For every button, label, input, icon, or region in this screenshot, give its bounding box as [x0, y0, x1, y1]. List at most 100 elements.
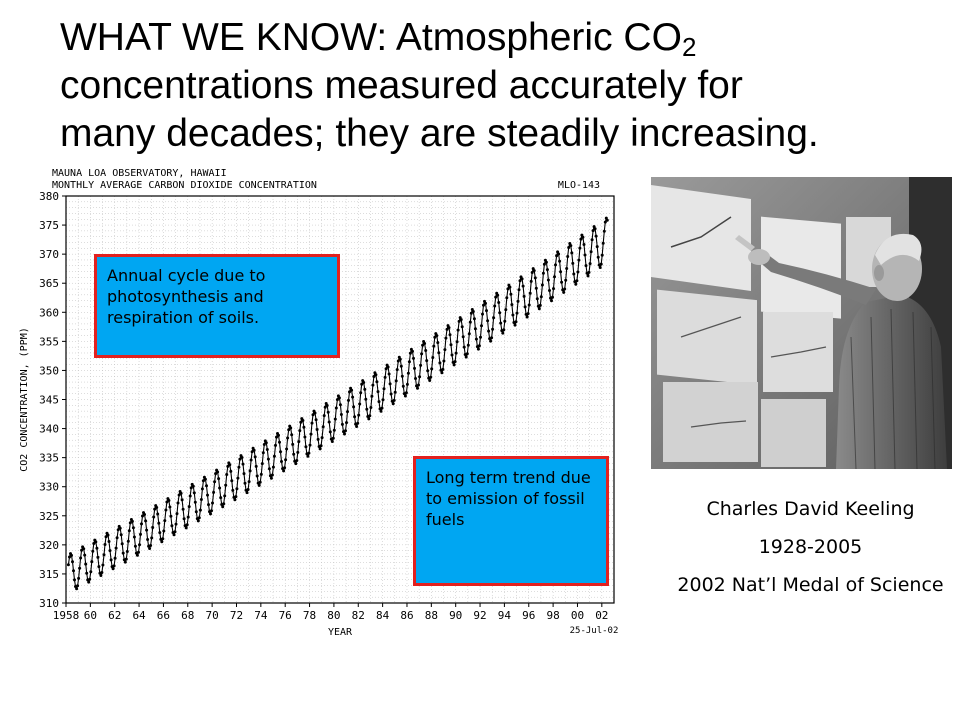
x-tick-label: 62	[108, 609, 121, 622]
data-point	[377, 400, 381, 404]
data-point	[280, 460, 283, 463]
data-point	[448, 333, 452, 337]
data-point	[494, 295, 498, 299]
series-co2-points	[66, 216, 609, 591]
x-tick-label: 68	[181, 609, 194, 622]
data-point	[94, 540, 98, 544]
data-point	[435, 334, 439, 338]
data-point	[283, 466, 287, 470]
data-point	[538, 303, 542, 307]
data-point	[569, 244, 573, 248]
data-point	[292, 452, 296, 456]
data-point	[100, 571, 104, 574]
data-point	[186, 515, 190, 519]
data-point	[287, 428, 291, 432]
data-point	[221, 505, 225, 509]
data-point	[575, 279, 579, 283]
data-point	[586, 274, 590, 278]
data-point	[158, 531, 162, 535]
data-point	[222, 502, 226, 506]
data-point	[567, 246, 571, 249]
data-point	[79, 556, 83, 560]
data-point	[516, 299, 520, 303]
data-point	[590, 238, 594, 242]
data-point	[102, 553, 106, 557]
data-point	[492, 316, 496, 320]
x-axis-ticks: 1958 60 62 64 66 68 70 72 74 76 78 80 82 84 86 88 90 92 94…	[53, 603, 608, 622]
data-point	[207, 503, 210, 507]
data-point	[440, 371, 444, 375]
data-point	[77, 576, 81, 580]
data-point	[441, 367, 445, 371]
data-point	[344, 429, 347, 433]
data-point	[510, 303, 514, 307]
data-point	[351, 395, 355, 399]
data-point	[260, 462, 264, 466]
data-point	[113, 556, 117, 560]
y-tick-label: 355	[39, 335, 59, 348]
y-axis-label: CO2 CONCENTRATION, (PPM)	[19, 327, 30, 472]
data-point	[527, 303, 531, 307]
data-point	[456, 328, 460, 332]
x-tick-label: 64	[132, 609, 146, 622]
x-tick-label: 98	[546, 609, 559, 622]
data-point	[139, 532, 142, 536]
data-point	[175, 512, 179, 516]
data-point	[319, 444, 323, 448]
data-point	[408, 351, 412, 355]
data-point	[126, 539, 130, 543]
data-point	[143, 513, 146, 516]
data-point	[151, 526, 155, 529]
data-point	[249, 458, 253, 462]
data-point	[589, 250, 593, 254]
data-point	[182, 517, 186, 521]
data-point	[384, 367, 388, 371]
data-point	[108, 549, 112, 553]
data-point	[266, 457, 270, 461]
data-point	[413, 366, 416, 370]
data-point	[71, 560, 74, 564]
data-point	[238, 457, 242, 461]
data-point	[125, 550, 129, 553]
data-point	[550, 299, 553, 303]
data-point	[109, 558, 113, 562]
data-point	[450, 353, 454, 357]
data-point	[358, 402, 362, 406]
data-point	[534, 286, 538, 290]
data-point	[579, 237, 583, 241]
data-point	[218, 486, 222, 490]
data-point	[498, 311, 502, 315]
data-point	[553, 275, 556, 279]
data-point	[85, 571, 89, 575]
data-point	[457, 319, 461, 323]
data-point	[132, 535, 136, 539]
data-point	[226, 464, 230, 468]
data-point	[418, 375, 422, 379]
data-point	[243, 481, 247, 485]
data-point	[259, 472, 263, 476]
data-point	[546, 278, 550, 282]
data-point	[444, 336, 448, 340]
data-point	[82, 547, 86, 551]
data-point	[73, 578, 76, 582]
data-point	[333, 417, 337, 421]
data-point	[146, 538, 150, 541]
data-point	[299, 420, 303, 424]
data-point	[290, 433, 294, 437]
x-tick-label: 66	[157, 609, 170, 622]
x-axis-label: YEAR	[328, 627, 353, 638]
data-point	[66, 563, 70, 567]
data-point	[192, 491, 196, 495]
data-point	[75, 587, 79, 591]
data-point	[194, 510, 198, 514]
data-point	[308, 443, 312, 447]
data-point	[454, 351, 458, 355]
data-point	[279, 450, 282, 454]
data-point	[374, 373, 378, 377]
data-point	[461, 335, 465, 339]
data-point	[602, 229, 606, 233]
data-point	[119, 533, 123, 537]
data-point	[469, 311, 473, 315]
data-point	[99, 574, 103, 577]
data-point	[528, 291, 532, 295]
